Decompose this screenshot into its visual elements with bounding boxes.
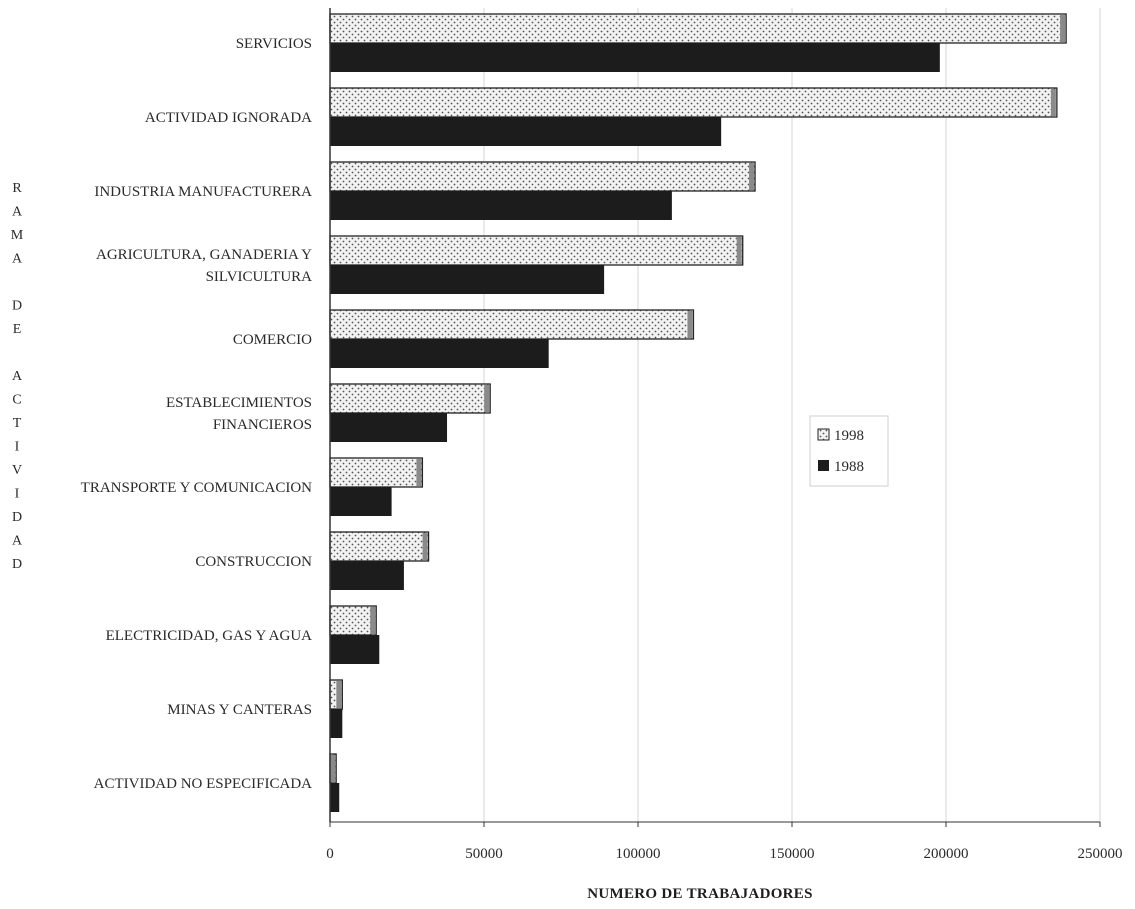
bar-end-1998-comercio — [687, 311, 693, 338]
bar-1988-transporte-y-comunicacion — [330, 487, 392, 516]
x-tick-label-50000: 50000 — [465, 846, 503, 862]
bar-end-1998-actividad-no-especificada — [330, 755, 336, 782]
legend-label-1998: 1998 — [834, 428, 864, 444]
category-label: CONSTRUCCION — [195, 554, 312, 570]
bar-1988-actividad-no-especificada — [330, 783, 340, 812]
category-label: ESTABLECIMIENTOS FINANCIEROS — [166, 395, 312, 433]
bar-1988-comercio — [330, 339, 549, 368]
category-label: ACTIVIDAD NO ESPECIFICADA — [94, 776, 313, 792]
y-axis-title-letter: A — [12, 205, 23, 220]
bar-1998-servicios — [329, 13, 1067, 44]
category-label: INDUSTRIA MANUFACTURERA — [94, 184, 312, 200]
y-axis-title-letter: V — [12, 463, 22, 478]
bar-1988-industria-manufacturera — [330, 191, 672, 220]
bar-1998-industria-manufacturera — [329, 161, 756, 192]
bar-1998-comercio — [329, 309, 695, 340]
bar-1988-servicios — [330, 43, 940, 72]
y-axis-title-letter: E — [13, 322, 22, 337]
category-label: ACTIVIDAD IGNORADA — [145, 110, 312, 126]
axes — [329, 8, 1101, 827]
y-axis-title-letter: A — [12, 252, 23, 267]
bar-end-1998-servicios — [1060, 15, 1066, 42]
category-labels: SERVICIOS ACTIVIDAD IGNORADA INDUSTRIA MAN… — [81, 36, 313, 792]
x-tick-label-250000: 250000 — [1078, 846, 1123, 862]
bar-1998-construccion — [329, 531, 430, 562]
x-tick-label-100000: 100000 — [616, 846, 661, 862]
y-axis-title-letter: A — [12, 369, 23, 384]
y-axis-title-letter: I — [15, 487, 20, 502]
legend-swatch-1988 — [818, 460, 829, 471]
bar-end-1998-electricidad-gas-y-agua — [370, 607, 376, 634]
category-label: MINAS Y CANTERAS — [167, 702, 312, 718]
category-label: AGRICULTURA, GANADERIA Y SILVICULTURA — [96, 247, 312, 285]
y-axis-title-letter: D — [12, 299, 22, 314]
y-axis-title-letter: R — [12, 181, 22, 196]
bar-1998-establecimientos-financieros — [329, 383, 491, 414]
bar-1998-agricultura-ganaderia-y-silvicultura — [329, 235, 744, 266]
x-tick-label-150000: 150000 — [770, 846, 815, 862]
y-axis-title-letter: A — [12, 534, 23, 549]
x-tick-label-200000: 200000 — [924, 846, 969, 862]
bar-1998-actividad-ignorada — [329, 87, 1058, 118]
bar-end-1998-industria-manufacturera — [749, 163, 755, 190]
y-axis-title-letter: D — [12, 557, 22, 572]
bar-1988-electricidad-gas-y-agua — [330, 635, 380, 664]
y-axis-title-letter: T — [13, 416, 22, 431]
x-tick-label-0: 0 — [326, 846, 334, 862]
x-axis-title: NUMERO DE TRABAJADORES — [587, 886, 813, 902]
bar-end-1998-agricultura-ganaderia-y-silvicultura — [736, 237, 742, 264]
legend: 1998 1988 — [809, 415, 889, 487]
y-axis-title-letter: C — [12, 393, 21, 408]
bar-1998-electricidad-gas-y-agua — [329, 605, 377, 636]
bar-end-1998-actividad-ignorada — [1050, 89, 1056, 116]
bar-1988-construccion — [330, 561, 404, 590]
bar-end-1998-minas-y-canteras — [336, 681, 342, 708]
y-axis-title-letter: M — [11, 228, 24, 243]
y-axis-title-letter: I — [15, 440, 20, 455]
legend-swatch-1998 — [817, 428, 830, 441]
x-tick-labels: 0 50000 100000 150000 200000 250000 — [326, 846, 1122, 862]
y-axis-title-letter: D — [12, 510, 22, 525]
category-label: ELECTRICIDAD, GAS Y AGUA — [106, 628, 313, 644]
bar-1998-transporte-y-comunicacion — [329, 457, 424, 488]
bar-1988-agricultura-ganaderia-y-silvicultura — [330, 265, 605, 294]
bar-1988-establecimientos-financieros — [330, 413, 448, 442]
legend-label-1988: 1988 — [834, 459, 864, 475]
bar-1988-minas-y-canteras — [330, 709, 343, 738]
category-label: SERVICIOS — [236, 36, 312, 52]
bars — [329, 13, 1067, 812]
category-label: TRANSPORTE Y COMUNICACION — [81, 480, 313, 496]
bar-1988-actividad-ignorada — [330, 117, 722, 146]
bar-end-1998-construccion — [422, 533, 428, 560]
bar-end-1998-establecimientos-financieros — [484, 385, 490, 412]
category-label: COMERCIO — [233, 332, 312, 348]
legend-box — [809, 415, 889, 487]
bar-end-1998-transporte-y-comunicacion — [416, 459, 422, 486]
